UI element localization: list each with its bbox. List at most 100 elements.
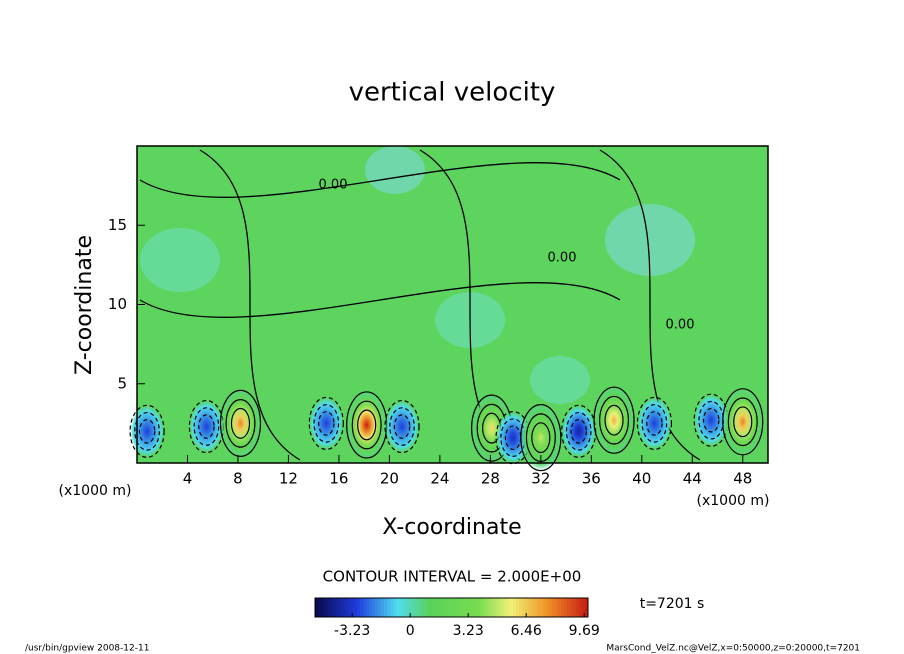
y-tick-label: 5 [117, 374, 127, 392]
colorbar-cell [321, 598, 325, 617]
colorbar-cell [567, 598, 571, 617]
colorbar-cell [426, 598, 430, 617]
colorbar-cell [489, 598, 493, 617]
colorbar-cell [417, 598, 421, 617]
contour-ring [604, 404, 624, 436]
colorbar-cell [474, 598, 478, 617]
colorbar-cell [381, 598, 385, 617]
colorbar-cell [360, 598, 364, 617]
contour-ring [636, 396, 673, 450]
colorbar-cell [495, 598, 499, 617]
colorbar-cell [459, 598, 463, 617]
colorbar-cell [507, 598, 511, 617]
field-texture [140, 228, 220, 292]
contour-label: 0.00 [548, 251, 577, 266]
colorbar-cell [510, 598, 514, 617]
colorbar-cell [408, 598, 412, 617]
colorbar-cell [486, 598, 490, 617]
colorbar-cell [465, 598, 469, 617]
colorbar-cell [435, 598, 439, 617]
contour-line [139, 162, 621, 198]
colorbar-cell [444, 598, 448, 617]
x-unit-label: (x1000 m) [697, 493, 770, 509]
contour-label: 0.00 [319, 178, 348, 193]
contour-ring [646, 411, 663, 436]
colorbar-tick-label: 0 [406, 623, 415, 639]
field-texture [605, 204, 695, 276]
y-tick-label: 15 [108, 216, 127, 234]
contour-ring [593, 386, 635, 454]
contour-ring [733, 406, 753, 438]
colorbar-cell [441, 598, 445, 617]
colorbar-cell [339, 598, 343, 617]
contour-ring [219, 389, 262, 457]
y-axis-label: Z-coordinate [72, 235, 97, 375]
colorbar-cell [333, 598, 337, 617]
colorbar-cell [546, 598, 550, 617]
contour-ring [308, 396, 344, 450]
colorbar-cell [393, 598, 397, 617]
colorbar-cell [348, 598, 352, 617]
colorbar-tick-label: 6.46 [511, 623, 542, 639]
colorbar-cell [579, 598, 583, 617]
colorbar-cell [399, 598, 403, 617]
x-tick-label: 40 [632, 470, 651, 488]
contour-ring [389, 407, 415, 446]
contour-ring [230, 407, 251, 439]
colorbar-cell [534, 598, 538, 617]
colorbar-cell [405, 598, 409, 617]
contour-ring [351, 400, 382, 450]
colorbar-cell [357, 598, 361, 617]
colorbar-cell [561, 598, 565, 617]
colorbar-cell [402, 598, 406, 617]
colorbar-cell [543, 598, 547, 617]
field-texture [530, 356, 590, 404]
colorbar-cell [498, 598, 502, 617]
colorbar-cell [501, 598, 505, 617]
x-tick-label: 24 [430, 470, 449, 488]
colorbar-cell [570, 598, 574, 617]
colorbar-tick-label: -3.23 [334, 623, 370, 639]
contour-interval: CONTOUR INTERVAL = 2.000E+00 [323, 568, 582, 586]
contour-ring [702, 407, 720, 433]
y-tick-label: 10 [108, 295, 127, 313]
colorbar-cell [378, 598, 382, 617]
colorbar-cell [573, 598, 577, 617]
x-tick-label: 4 [183, 470, 193, 488]
colorbar-cell [456, 598, 460, 617]
x-tick-label: 8 [233, 470, 243, 488]
colorbar-cell [387, 598, 391, 617]
colorbar-cell [390, 598, 394, 617]
field [129, 146, 764, 472]
contour-ring [193, 407, 220, 446]
contour-ring [384, 399, 420, 454]
time-label: t=7201 s [640, 596, 705, 612]
x-axis-label: X-coordinate [382, 515, 521, 540]
colorbar-cell [447, 598, 451, 617]
x-tick-label: 36 [582, 470, 601, 488]
colorbar-cell [558, 598, 562, 617]
x-tick-label: 16 [329, 470, 348, 488]
colorbar-cell [432, 598, 436, 617]
contour-ring [727, 397, 758, 447]
colorbar-cell [318, 598, 322, 617]
colorbar-cell [471, 598, 475, 617]
colorbar-cell [555, 598, 559, 617]
contour-ring [393, 414, 411, 439]
x-tick-label: 44 [683, 470, 702, 488]
contour-ring [198, 414, 215, 439]
colorbar-cell [480, 598, 484, 617]
footer-left: /usr/bin/gpview 2008-12-11 [25, 644, 149, 654]
colorbar-cell [351, 598, 355, 617]
x-tick-label: 20 [380, 470, 399, 488]
colorbar-cell [528, 598, 532, 617]
colorbar-cell [414, 598, 418, 617]
contour-ring [722, 388, 764, 456]
contour-ring [225, 399, 256, 448]
contour-ring [565, 411, 592, 451]
footer-right: MarsCond_VelZ.nc@VelZ,x=0:50000,z=0:2000… [606, 644, 860, 654]
colorbar-cell [324, 598, 328, 617]
contour-ring [570, 418, 587, 444]
colorbar: -3.23 0 3.23 6.46 9.69 [314, 597, 600, 639]
colorbar-cell [354, 598, 358, 617]
